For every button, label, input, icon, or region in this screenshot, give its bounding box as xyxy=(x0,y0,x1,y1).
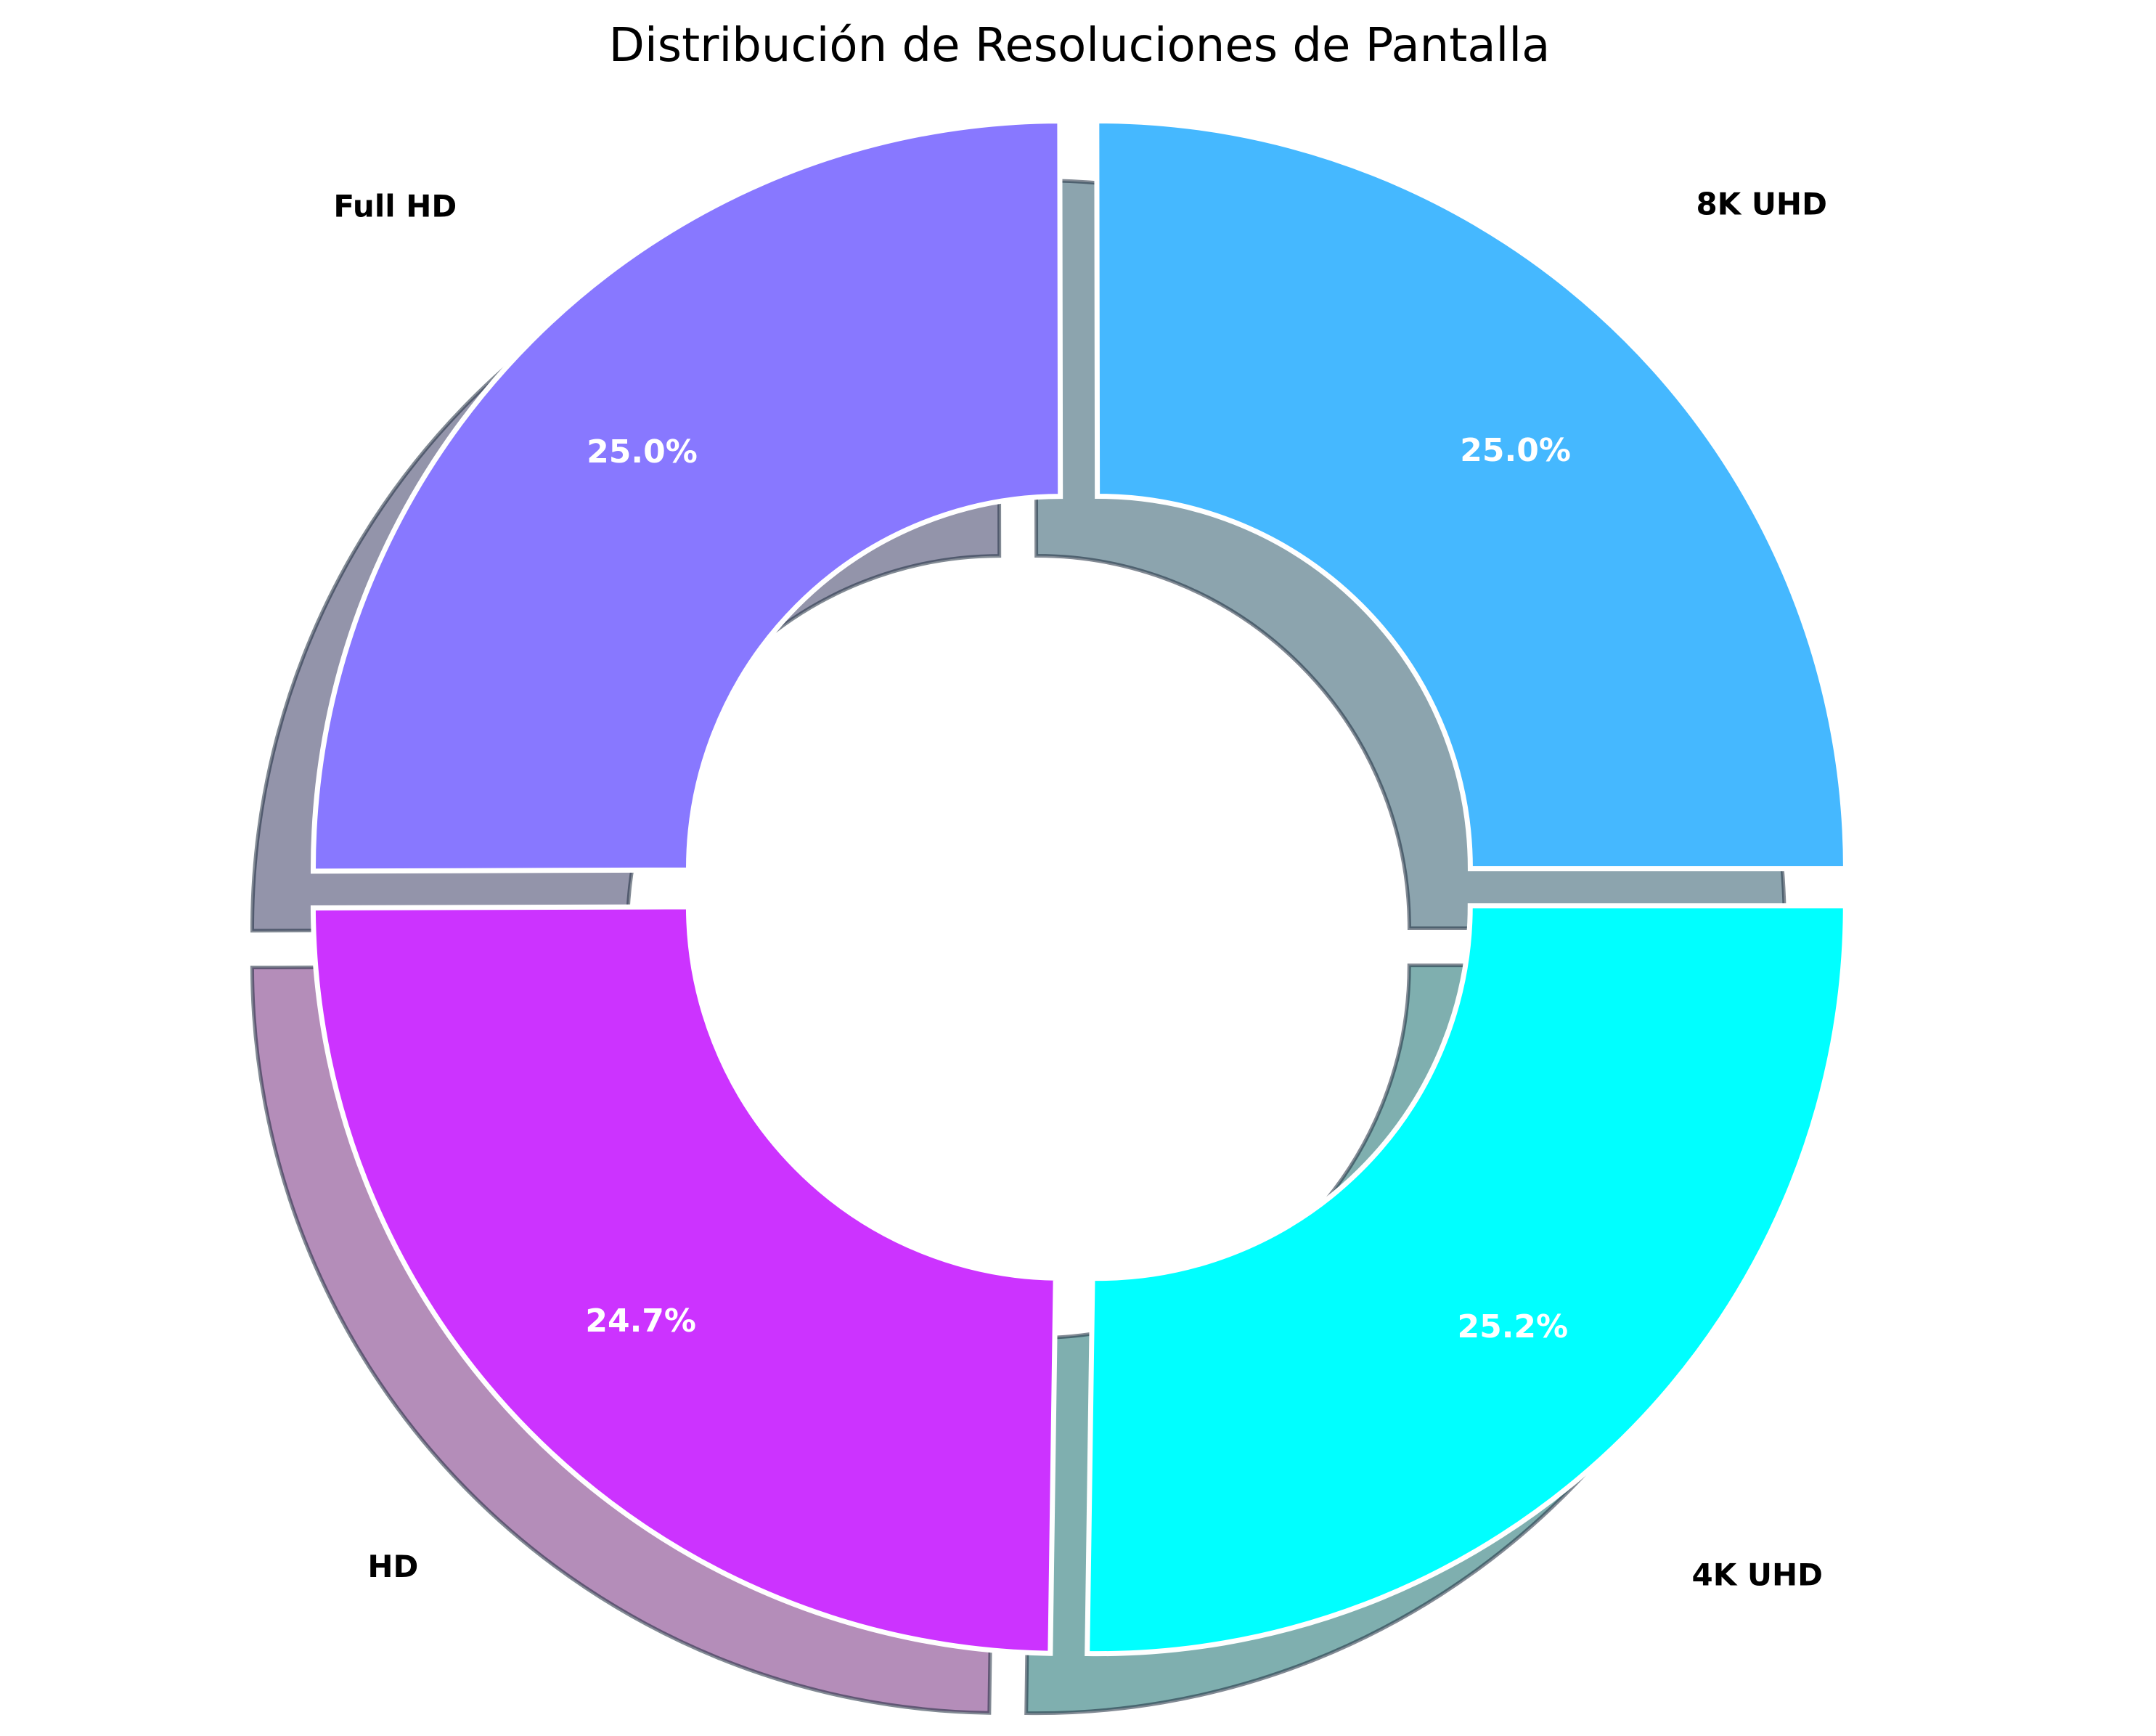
category-label-full-hd: Full HD xyxy=(333,188,457,224)
wedge-4k-uhd xyxy=(1085,903,1848,1657)
label-layer: 25.2% 4K UHD 24.7% HD 25.0% Full HD 25.0% 8K UH… xyxy=(333,186,1827,1592)
category-label-8k-uhd: 8K UHD xyxy=(1696,186,1827,221)
wedge-full-hd xyxy=(310,118,1063,874)
wedge-layer xyxy=(310,118,1848,1657)
category-label-hd: HD xyxy=(367,1549,418,1584)
wedge-hd xyxy=(310,904,1058,1656)
percent-label-hd: 24.7% xyxy=(585,1303,696,1340)
chart-title: Distribución de Resoluciones de Pantalla xyxy=(609,19,1551,73)
percent-label-8k-uhd: 25.0% xyxy=(1460,432,1571,469)
percent-label-full-hd: 25.0% xyxy=(587,433,698,470)
wedge-8k-uhd xyxy=(1094,118,1848,872)
category-label-4k-uhd: 4K UHD xyxy=(1692,1557,1824,1593)
percent-label-4k-uhd: 25.2% xyxy=(1457,1308,1568,1345)
